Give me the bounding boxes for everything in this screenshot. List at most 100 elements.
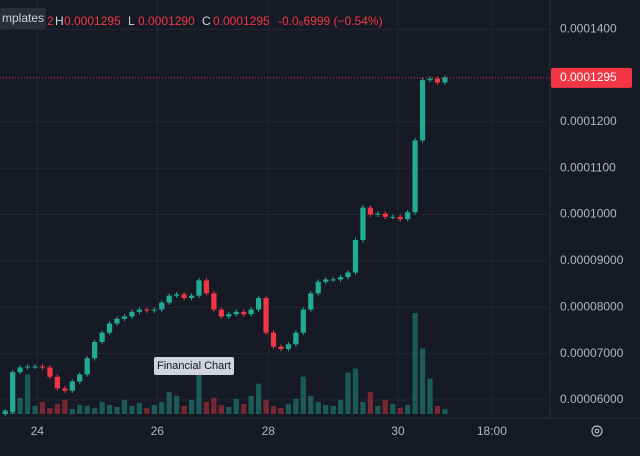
legend-l: 0.0001290 — [138, 14, 195, 28]
volume-bar — [397, 407, 403, 414]
candle-body — [330, 279, 336, 281]
volume-bar — [360, 401, 366, 414]
candle-body — [352, 240, 359, 273]
candle-body — [427, 78, 433, 81]
volume-bar — [166, 391, 172, 414]
volume-bar — [174, 395, 180, 414]
volume-bar — [196, 368, 202, 414]
candle-body — [375, 213, 381, 215]
candle-body — [397, 216, 403, 220]
candle-body — [419, 80, 426, 141]
volume-bar — [345, 372, 351, 414]
volume-bar — [24, 374, 31, 414]
volume-bar — [17, 397, 23, 414]
candle-body — [300, 309, 306, 333]
candle-body — [174, 294, 180, 296]
y-tick-label: 0.00007000 — [560, 346, 624, 360]
volume-bar — [106, 404, 113, 414]
candle-body — [188, 295, 195, 298]
volume-pane — [2, 313, 448, 414]
candle-body — [345, 272, 351, 278]
last-price-box — [551, 67, 632, 88]
candle-body — [151, 309, 157, 311]
settings-hub[interactable] — [594, 428, 600, 434]
candle-body — [233, 311, 239, 315]
candle-body — [77, 374, 83, 382]
legend-change: -0.0₆6999 (−0.54%) — [278, 14, 383, 28]
candle-body — [54, 376, 60, 389]
y-tick-label: 0.0001100 — [560, 160, 616, 174]
volume-bar — [285, 403, 292, 414]
templates-label[interactable]: mplates — [2, 11, 44, 25]
volume-bar — [69, 408, 75, 414]
volume-bar — [315, 401, 321, 414]
legend-l-label: L — [128, 14, 135, 28]
candle-body — [315, 281, 321, 294]
volume-bar — [412, 313, 418, 414]
y-tick-label: 0.0001000 — [560, 207, 617, 221]
legend-c: 0.0001295 — [213, 14, 270, 28]
volume-bar — [121, 399, 128, 414]
volume-bar — [352, 368, 359, 414]
y-tick-label: 0.0001200 — [560, 114, 617, 128]
candle-body — [360, 207, 366, 241]
volume-bar — [248, 395, 254, 414]
y-tick-label: 0.00008000 — [560, 299, 624, 313]
candle-body — [405, 212, 411, 220]
settings-icon[interactable] — [591, 425, 603, 437]
legend-c-label: C — [202, 14, 211, 28]
volume-bar — [92, 407, 98, 414]
candle-body — [121, 316, 128, 319]
legend-o-fragment: 2 — [47, 14, 54, 28]
candle-body — [17, 367, 23, 373]
candle-body — [323, 279, 329, 282]
candle-body — [129, 311, 135, 317]
ohlc-legend: 2H0.0001295 L 0.0001290 C 0.0001295 -0.0₆6999… — [47, 14, 383, 28]
volume-bar — [390, 403, 396, 414]
volume-bar — [181, 405, 187, 414]
volume-bar — [218, 404, 224, 414]
candle-body — [32, 366, 38, 368]
volume-bar — [330, 405, 336, 414]
candle-body — [211, 293, 217, 310]
volume-bar — [47, 407, 53, 414]
volume-bar — [77, 404, 83, 414]
candle-body — [144, 309, 150, 311]
candle-body — [337, 277, 344, 280]
axes: 0.00006000 0.00007000 0.00008000 0.00009000… — [0, 21, 632, 438]
volume-bar — [308, 395, 314, 414]
volume-bar — [255, 383, 262, 414]
volume-bar — [382, 399, 388, 414]
candle-body — [308, 293, 314, 310]
grid — [0, 0, 550, 418]
candle-body — [92, 342, 98, 359]
candle-body — [241, 311, 247, 315]
x-tick-label: 30 — [391, 424, 405, 438]
candle-body — [412, 140, 418, 213]
volume-bar — [293, 398, 299, 414]
x-tick-label: 18:00 — [477, 424, 507, 438]
candle-body — [181, 294, 187, 298]
volume-bar — [270, 405, 277, 414]
candle-body — [367, 207, 374, 215]
candles — [2, 75, 448, 417]
volume-bar — [263, 399, 269, 414]
annotation-box — [154, 357, 234, 375]
candle-body — [10, 372, 16, 412]
candle-body — [39, 366, 46, 368]
templates-button[interactable] — [0, 8, 46, 29]
settings-ring[interactable] — [591, 425, 603, 437]
volume-bar — [114, 406, 120, 414]
volume-bar — [367, 391, 374, 414]
candle-body — [293, 332, 299, 345]
candle-body — [69, 381, 75, 391]
volume-bar — [188, 399, 195, 414]
candle-body — [248, 309, 254, 315]
candle-body — [382, 213, 388, 217]
volume-bar — [419, 348, 426, 414]
candle-body — [84, 358, 90, 375]
candle-body — [62, 388, 68, 391]
candle-body — [99, 332, 105, 342]
